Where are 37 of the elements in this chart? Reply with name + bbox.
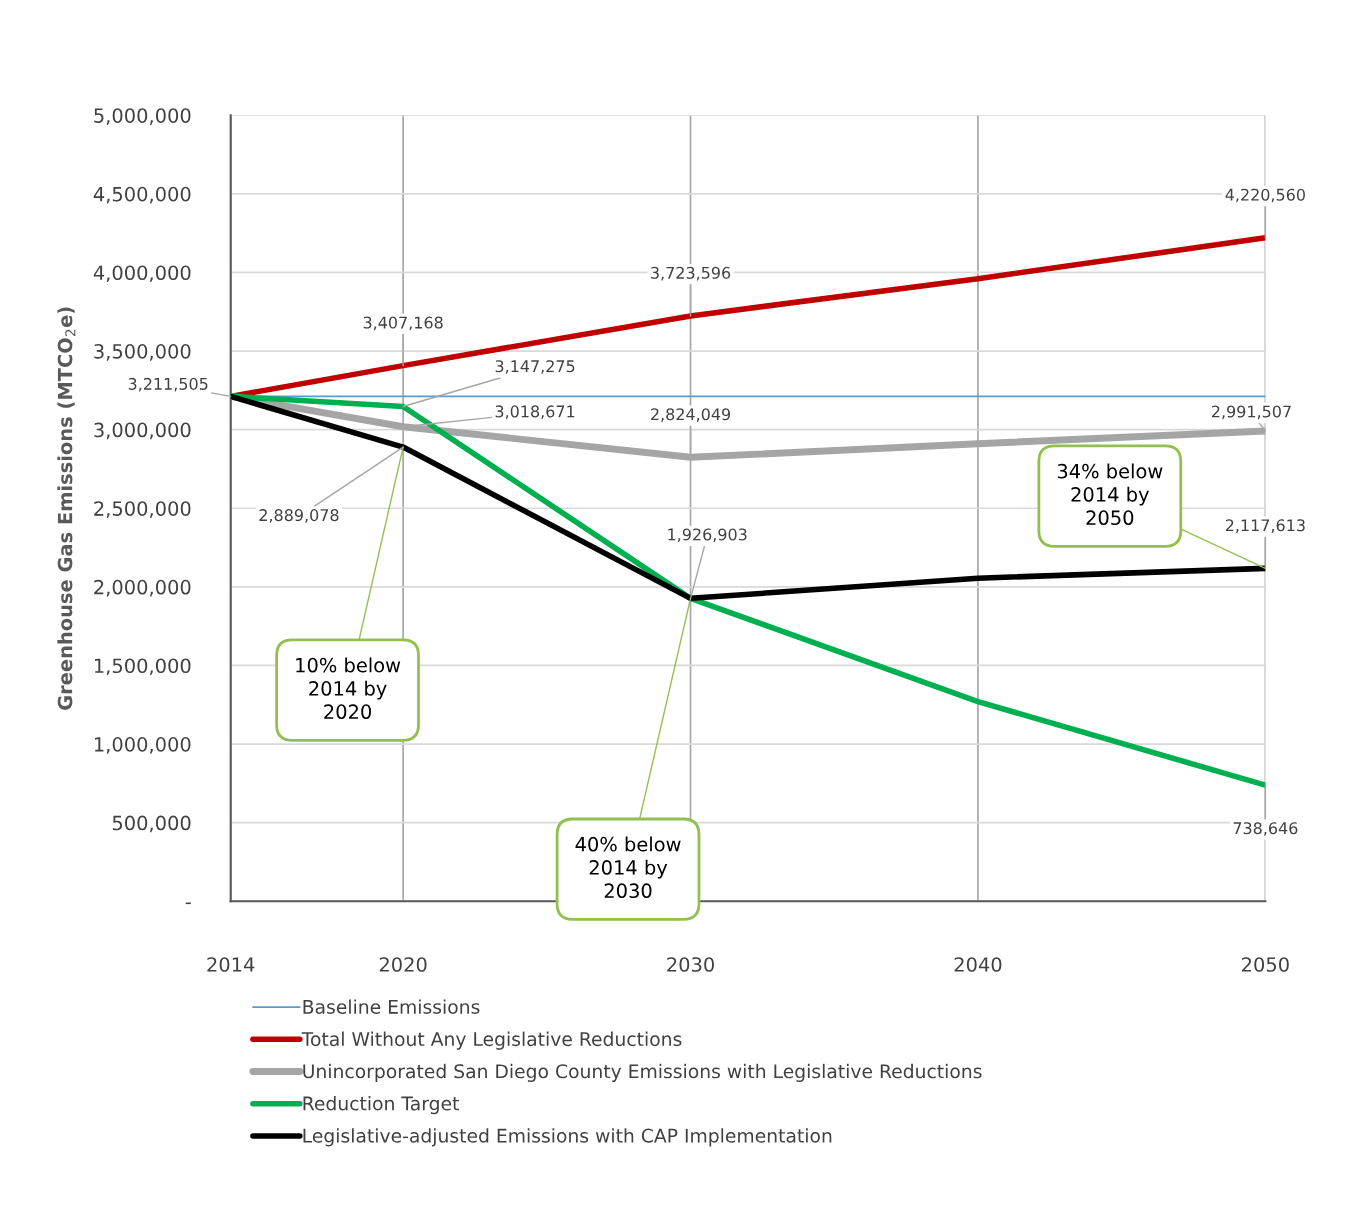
annotation: 34% below 2014 by 2050	[1057, 463, 1163, 526]
data-label: 2,889,078	[259, 509, 339, 523]
y-tick-label: 2,500,000	[94, 501, 191, 518]
x-tick-label: 2020	[379, 957, 427, 972]
y-tick-label: 2,000,000	[94, 579, 191, 597]
data-label: 2,991,507	[1212, 405, 1291, 420]
y-tick-label: 4,500,000	[93, 186, 191, 204]
legend-label: Total Without Any Legislative Reductions	[301, 1031, 682, 1050]
data-label: 738,646	[1233, 822, 1298, 836]
x-tick-label: 2040	[954, 957, 1002, 972]
data-label: 3,407,168	[363, 316, 443, 331]
x-tick-label: 2014	[207, 957, 255, 972]
y-tick-label: -	[185, 902, 191, 905]
y-tick-label: 5,000,000	[94, 108, 191, 125]
data-label: 3,147,275	[495, 360, 575, 374]
y-tick-label: 4,000,000	[93, 265, 191, 283]
x-tick-label: 2030	[667, 957, 714, 972]
legend-label: Reduction Target	[303, 1096, 459, 1115]
y-tick-label: 3,500,000	[94, 344, 191, 361]
annotation: 10% below 2014 by 2020	[296, 657, 401, 720]
data-label: 3,211,505	[128, 377, 208, 392]
y-axis-title: Greenhouse Gas Emissions (MTCO$_{2}$e)	[57, 307, 76, 710]
legend-label: Unincorporated San Diego County Emissions with Legislative Reductions	[303, 1063, 982, 1082]
x-tick-label: 2050	[1242, 957, 1289, 972]
data-label: 3,723,596	[651, 266, 731, 281]
y-tick-label: 3,000,000	[94, 422, 191, 440]
y-tick-label: 1,000,000	[94, 737, 191, 754]
legend-label: Baseline Emissions	[303, 999, 480, 1014]
data-label: 3,018,671	[495, 405, 575, 420]
data-label: 2,824,049	[651, 408, 731, 422]
y-tick-label: 1,500,000	[94, 658, 191, 676]
y-tick-label: 500,000	[112, 815, 191, 833]
data-label: 4,220,560	[1225, 188, 1305, 203]
annotation: 40% below 2014 by 2030	[575, 836, 681, 899]
data-label: 1,926,903	[668, 528, 747, 543]
legend-label: Legislative-adjusted Emissions with CAP Implementation	[303, 1128, 832, 1147]
data-label: 2,117,613	[1225, 519, 1305, 533]
